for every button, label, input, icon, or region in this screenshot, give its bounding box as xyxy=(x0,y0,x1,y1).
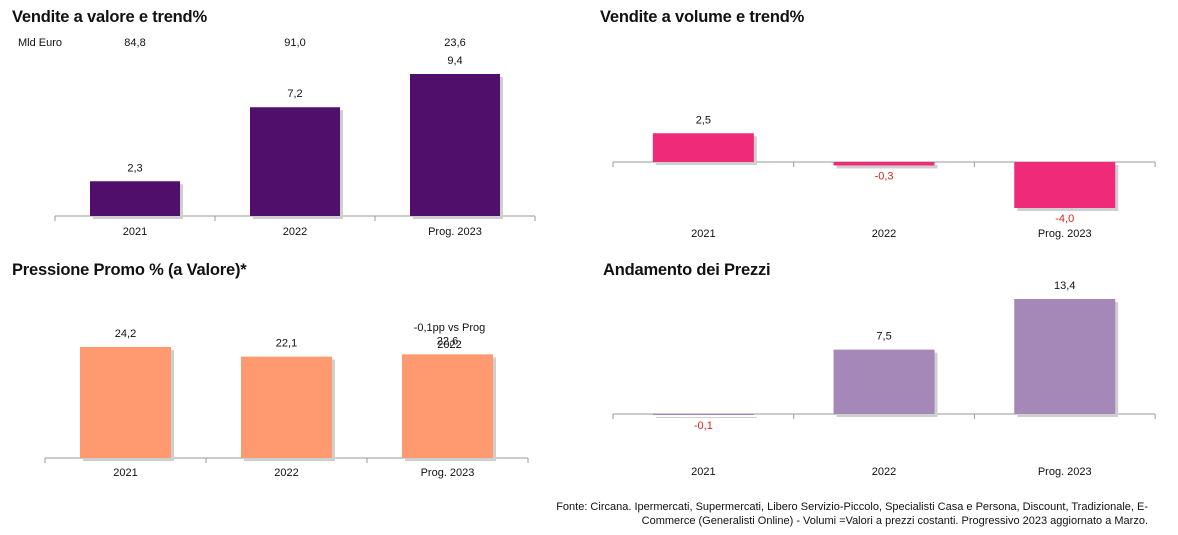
top-value-label: 91,0 xyxy=(284,37,305,49)
chart-title-vendite-volume: Vendite a volume e trend% xyxy=(600,8,805,26)
bar-prog-2023 xyxy=(402,354,493,458)
data-label: -4,0 xyxy=(1055,213,1074,225)
annotation-line-2: 2022 xyxy=(437,339,461,351)
chart-title-pressione-promo: Pressione Promo % (a Valore)* xyxy=(12,261,247,279)
category-label: Prog. 2023 xyxy=(428,226,482,238)
data-label: 2,3 xyxy=(127,162,142,174)
bar-prog-2023 xyxy=(410,74,500,216)
category-label: 2022 xyxy=(872,466,896,478)
bar-prog-2023 xyxy=(1014,299,1116,414)
bar-2021 xyxy=(652,133,754,162)
bar-prog-2023 xyxy=(1014,162,1116,208)
data-label: 9,4 xyxy=(447,55,462,67)
bar-shadow xyxy=(655,417,757,418)
data-label: -0,3 xyxy=(875,170,894,182)
chart-title-vendite-valore: Vendite a valore e trend% xyxy=(12,8,207,26)
source-footnote-line-2: Commerce (Generalisti Online) - Volumi =… xyxy=(641,515,1148,527)
chart-plot: Mld Euro 2,3 84,8 2021 7,2 91,0 2022 9,4 23,6 Pro… xyxy=(18,37,536,238)
top-value-label: 23,6 xyxy=(444,37,465,49)
category-label: Prog. 2023 xyxy=(1038,466,1092,478)
category-label: 2022 xyxy=(274,467,298,479)
data-label: 24,2 xyxy=(115,328,136,340)
bar-2021 xyxy=(652,414,754,415)
category-label: Prog. 2023 xyxy=(421,467,475,479)
data-label: 22,1 xyxy=(276,338,297,350)
category-label: 2021 xyxy=(113,467,137,479)
bar-2022 xyxy=(241,356,332,458)
data-label: -0,1 xyxy=(694,420,713,432)
source-footnote-line-1: Fonte: Circana. Ipermercati, Supermercat… xyxy=(556,501,1148,513)
data-label: 7,2 xyxy=(287,88,302,100)
bar-2021 xyxy=(80,347,171,458)
top-value-label: 84,8 xyxy=(124,37,145,49)
source-footnote: Fonte: Circana. Ipermercati, Supermercat… xyxy=(548,500,1148,528)
category-label: 2021 xyxy=(123,226,147,238)
category-label: 2022 xyxy=(283,226,307,238)
data-label: 13,4 xyxy=(1054,280,1075,292)
category-label: 2021 xyxy=(691,228,715,240)
bar-2022 xyxy=(833,162,935,166)
data-label: 2,5 xyxy=(696,114,711,126)
chart-plot: 2,5 2021 -0,3 2022 -4,0 Prog. 2023 xyxy=(612,114,1156,240)
bar-shadow xyxy=(836,165,938,169)
bar-2021 xyxy=(90,181,180,216)
category-label: 2022 xyxy=(872,228,896,240)
chart-title-andamento-prezzi: Andamento dei Prezzi xyxy=(603,261,771,279)
category-label: Prog. 2023 xyxy=(1038,228,1092,240)
chart-plot: -0,1 2021 7,5 2022 13,4 Prog. 2023 xyxy=(612,280,1156,478)
annotation-line-1: -0,1pp vs Prog xyxy=(414,322,486,334)
data-label: 7,5 xyxy=(876,331,891,343)
bar-2022 xyxy=(250,107,340,216)
bar-2022 xyxy=(833,349,935,414)
data-label: 22,6 xyxy=(437,335,458,347)
unit-label: Mld Euro xyxy=(18,37,62,49)
category-label: 2021 xyxy=(691,466,715,478)
